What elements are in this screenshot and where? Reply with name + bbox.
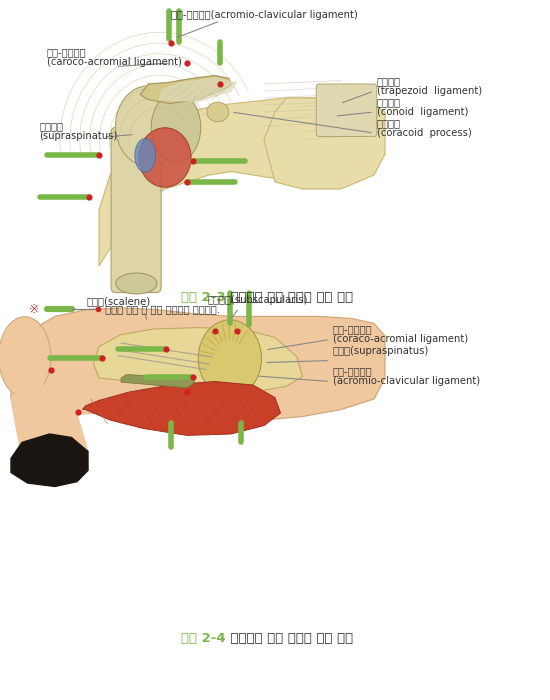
Ellipse shape [151, 92, 201, 162]
Text: (conoid  ligament): (conoid ligament) [377, 107, 468, 117]
FancyBboxPatch shape [111, 127, 161, 293]
Text: ※: ※ [29, 303, 40, 316]
Ellipse shape [116, 273, 157, 294]
Ellipse shape [0, 316, 51, 398]
Polygon shape [121, 374, 195, 388]
Ellipse shape [139, 127, 191, 187]
Polygon shape [140, 76, 231, 104]
Text: 그림 2-3: 그림 2-3 [181, 291, 226, 304]
Text: 견봉-쇄골인대: 견봉-쇄골인대 [333, 367, 372, 377]
Text: (trapezoid  ligament): (trapezoid ligament) [377, 86, 482, 96]
Text: 오구-견봉인대: 오구-견봉인대 [333, 325, 372, 335]
Text: (caroco-acromial ligament): (caroco-acromial ligament) [47, 57, 182, 67]
Polygon shape [94, 328, 302, 392]
Polygon shape [160, 78, 236, 102]
Text: 견관절의 인대 구조와 치료 부위: 견관절의 인대 구조와 치료 부위 [226, 291, 353, 304]
Polygon shape [11, 308, 385, 420]
Ellipse shape [135, 139, 156, 172]
Text: (supraspinatus): (supraspinatus) [40, 132, 118, 141]
Polygon shape [264, 98, 385, 189]
Text: (coracoid  process): (coracoid process) [377, 128, 471, 138]
Polygon shape [11, 399, 88, 458]
Text: 극상근(supraspinatus): 극상근(supraspinatus) [333, 346, 429, 356]
Text: 극상근건: 극상근건 [40, 122, 64, 132]
Polygon shape [11, 382, 110, 414]
Text: (acromio-clavicular ligament): (acromio-clavicular ligament) [333, 377, 480, 386]
Text: 오구-견봉인대: 오구-견봉인대 [47, 48, 86, 57]
Ellipse shape [198, 320, 262, 397]
Polygon shape [99, 98, 374, 266]
Text: 견관절의 근건 구조와 치료 부위: 견관절의 근건 구조와 치료 부위 [226, 632, 353, 645]
Text: 오구돌기: 오구돌기 [377, 118, 401, 128]
Ellipse shape [207, 102, 229, 122]
Text: 원추인대: 원추인대 [377, 97, 401, 107]
Text: 견봉-쇄골인대(acromio-clavicular ligament): 견봉-쇄골인대(acromio-clavicular ligament) [170, 10, 358, 20]
Text: (coraco-acromial ligament): (coraco-acromial ligament) [333, 335, 468, 344]
Polygon shape [11, 434, 88, 486]
Ellipse shape [116, 86, 182, 167]
Text: 견갑하근(subscapularis): 견갑하근(subscapularis) [207, 295, 307, 304]
Text: 능형인대: 능형인대 [377, 76, 401, 86]
FancyBboxPatch shape [316, 84, 377, 136]
Text: 표시는 치료 시 자침 포인트에 해당한다.: 표시는 치료 시 자침 포인트에 해당한다. [102, 304, 221, 314]
Polygon shape [82, 382, 280, 435]
Text: 사각근(scalene): 사각근(scalene) [86, 297, 150, 307]
Text: 그림 2-4: 그림 2-4 [181, 632, 226, 645]
